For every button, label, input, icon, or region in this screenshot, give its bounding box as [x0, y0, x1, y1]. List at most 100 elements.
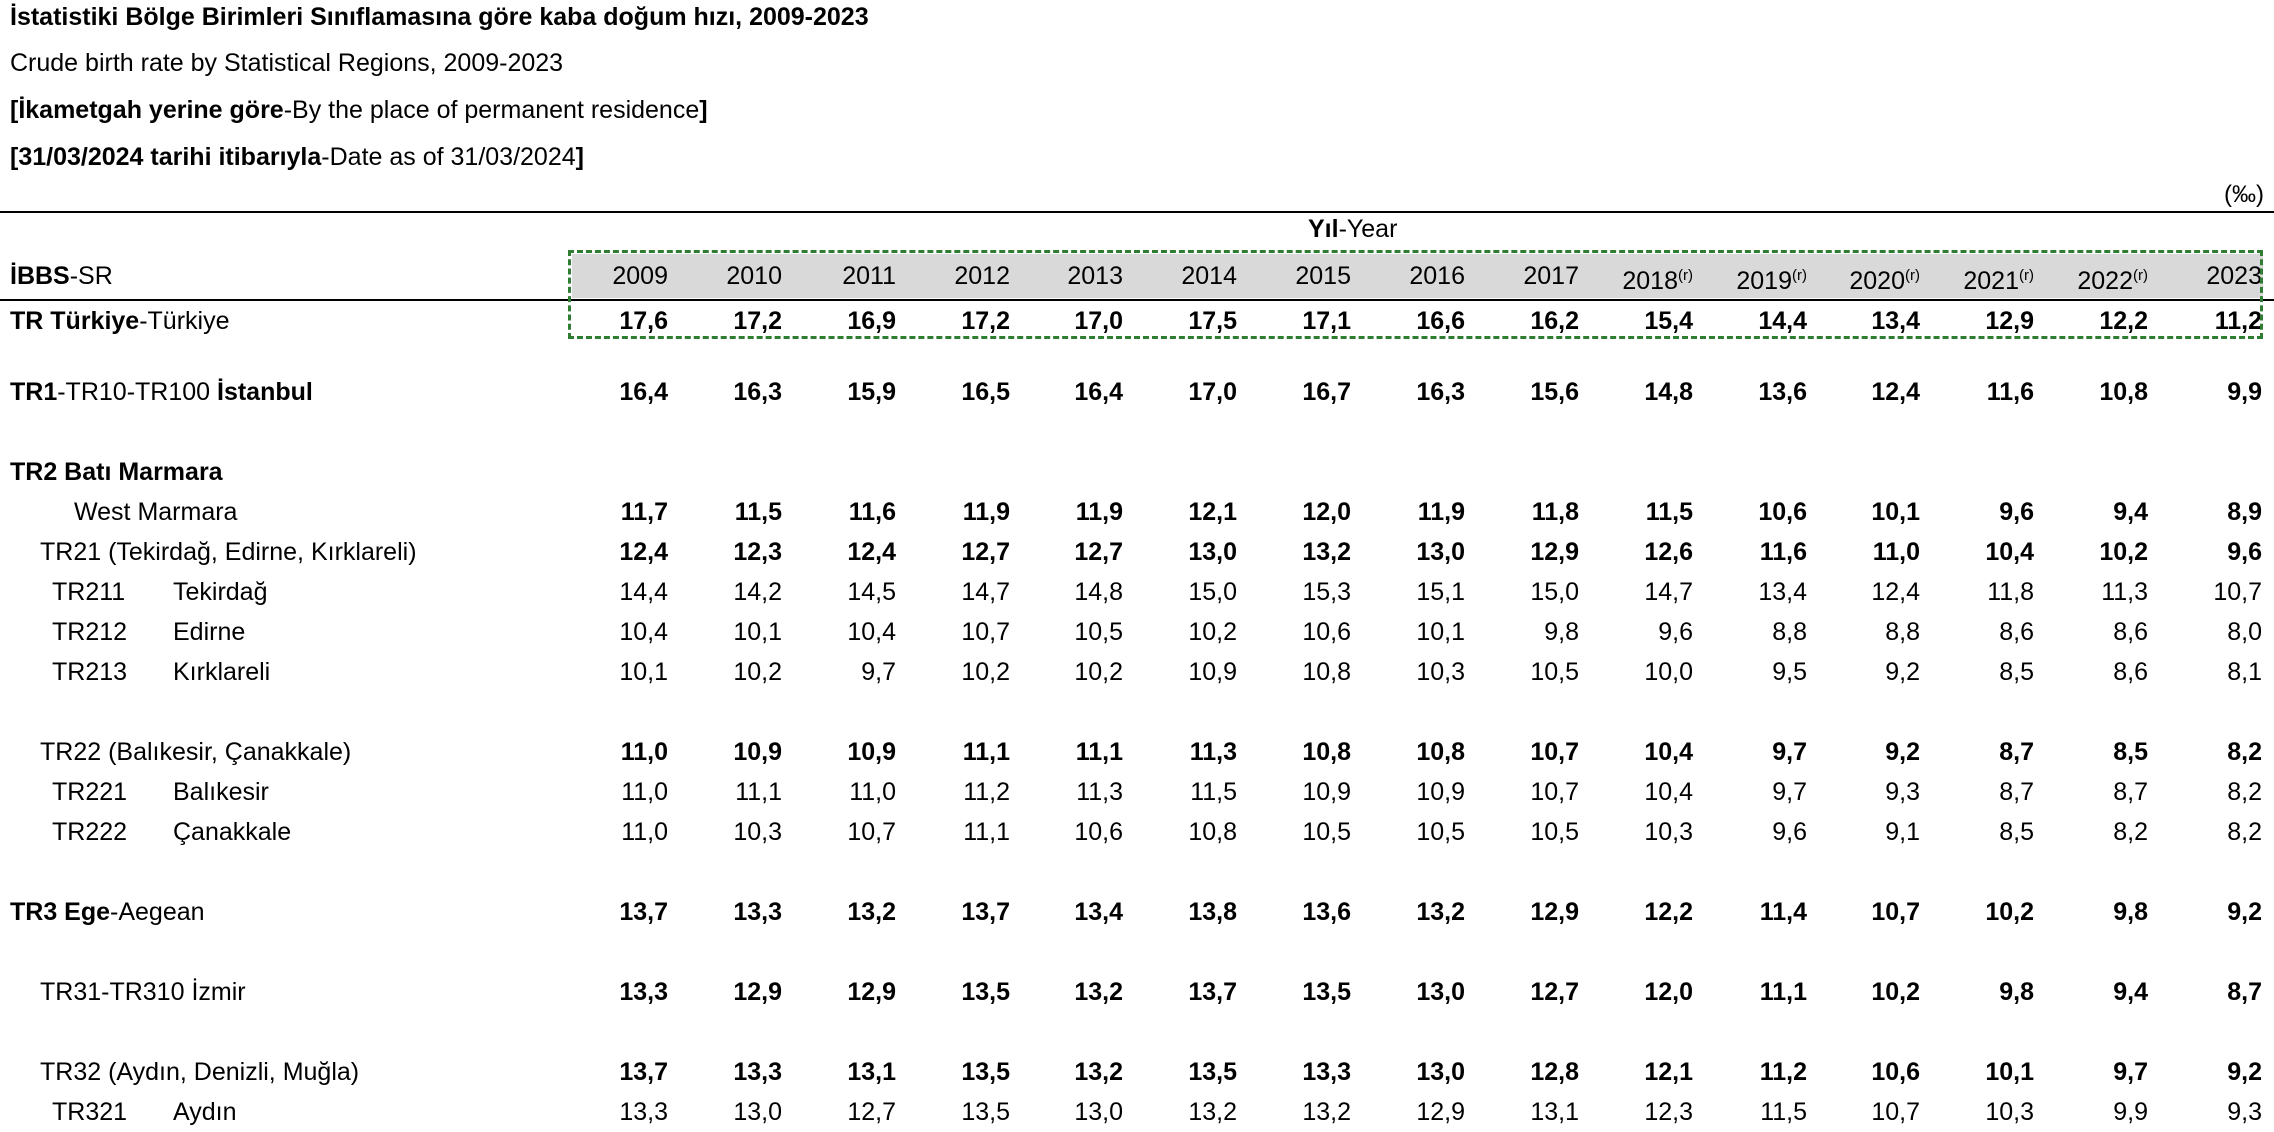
value-cell[interactable]: 15,0 — [1188, 578, 1237, 606]
value-cell[interactable]: 10,9 — [847, 738, 896, 766]
value-cell[interactable]: 13,0 — [733, 1098, 782, 1126]
value-cell[interactable]: 8,7 — [1999, 778, 2034, 806]
row-label[interactable]: TR321 Aydın — [52, 1092, 236, 1132]
value-cell[interactable]: 11,2 — [1759, 1058, 1807, 1086]
value-cell[interactable]: 13,3 — [1302, 1058, 1351, 1086]
value-cell[interactable]: 8,7 — [2113, 778, 2148, 806]
value-cell[interactable]: 11,6 — [1986, 378, 2034, 406]
row-label[interactable]: TR Türkiye-Türkiye — [10, 301, 230, 341]
value-cell[interactable]: 17,0 — [1074, 307, 1123, 335]
value-cell[interactable]: 10,2 — [2099, 538, 2148, 566]
value-cell[interactable]: 16,6 — [1416, 307, 1465, 335]
value-cell[interactable]: 10,1 — [733, 618, 782, 646]
row-label[interactable]: TR221 Balıkesir — [52, 772, 269, 812]
value-cell[interactable]: 13,3 — [733, 898, 782, 926]
value-cell[interactable]: 12,9 — [733, 978, 782, 1006]
value-cell[interactable]: 13,4 — [1758, 578, 1807, 606]
value-cell[interactable]: 16,2 — [1530, 307, 1579, 335]
row-label[interactable]: TR21 (Tekirdağ, Edirne, Kırklareli) — [40, 532, 417, 572]
value-cell[interactable]: 10,9 — [1188, 658, 1237, 686]
value-cell[interactable]: 12,4 — [1871, 578, 1920, 606]
value-cell[interactable]: 12,4 — [1871, 378, 1920, 406]
value-cell[interactable]: 14,4 — [619, 578, 668, 606]
value-cell[interactable]: 11,1 — [962, 738, 1010, 766]
value-cell[interactable]: 8,5 — [2113, 738, 2148, 766]
value-cell[interactable]: 9,6 — [1999, 498, 2034, 526]
value-cell[interactable]: 10,7 — [1871, 898, 1920, 926]
value-cell[interactable]: 9,3 — [1885, 778, 1920, 806]
value-cell[interactable]: 13,7 — [619, 1058, 668, 1086]
year-header-cell[interactable]: 2021(r) — [1934, 256, 2034, 301]
value-cell[interactable]: 10,8 — [2099, 378, 2148, 406]
value-cell[interactable]: 9,5 — [1772, 658, 1807, 686]
value-cell[interactable]: 10,6 — [1074, 818, 1123, 846]
value-cell[interactable]: 13,0 — [1074, 1098, 1123, 1126]
value-cell[interactable]: 12,9 — [1416, 1098, 1465, 1126]
value-cell[interactable]: 8,1 — [2227, 658, 2262, 686]
year-header-cell[interactable]: 2022(r) — [2048, 256, 2148, 301]
row-label[interactable]: TR211 Tekirdağ — [52, 572, 268, 612]
value-cell[interactable]: 10,7 — [961, 618, 1010, 646]
value-cell[interactable]: 11,4 — [1759, 898, 1807, 926]
value-cell[interactable]: 11,8 — [1987, 578, 2034, 606]
value-cell[interactable]: 11,6 — [848, 498, 896, 526]
value-cell[interactable]: 13,0 — [1416, 978, 1465, 1006]
value-cell[interactable]: 13,2 — [1302, 1098, 1351, 1126]
year-header-cell[interactable]: 2014 — [1137, 256, 1237, 296]
value-cell[interactable]: 10,8 — [1302, 658, 1351, 686]
value-cell[interactable]: 14,2 — [733, 578, 782, 606]
value-cell[interactable]: 16,7 — [1302, 378, 1351, 406]
year-header-cell[interactable]: 2019(r) — [1707, 256, 1807, 301]
value-cell[interactable]: 9,1 — [1885, 818, 1920, 846]
value-cell[interactable]: 12,2 — [2099, 307, 2148, 335]
value-cell[interactable]: 17,5 — [1188, 307, 1237, 335]
value-cell[interactable]: 13,2 — [1302, 538, 1351, 566]
value-cell[interactable]: 8,2 — [2227, 738, 2262, 766]
value-cell[interactable]: 9,9 — [2227, 378, 2262, 406]
value-cell[interactable]: 13,1 — [1530, 1098, 1579, 1126]
value-cell[interactable]: 8,2 — [2113, 818, 2148, 846]
value-cell[interactable]: 10,5 — [1530, 818, 1579, 846]
value-cell[interactable]: 8,6 — [1999, 618, 2034, 646]
row-label[interactable]: TR2 Batı Marmara — [10, 452, 223, 492]
value-cell[interactable]: 10,2 — [733, 658, 782, 686]
value-cell[interactable]: 17,6 — [619, 307, 668, 335]
value-cell[interactable]: 11,0 — [621, 818, 668, 846]
value-cell[interactable]: 12,6 — [1644, 538, 1693, 566]
value-cell[interactable]: 13,7 — [961, 898, 1010, 926]
value-cell[interactable]: 13,3 — [619, 978, 668, 1006]
value-cell[interactable]: 9,6 — [1772, 818, 1807, 846]
value-cell[interactable]: 16,4 — [1074, 378, 1123, 406]
value-cell[interactable]: 15,9 — [847, 378, 896, 406]
value-cell[interactable]: 13,5 — [961, 1058, 1010, 1086]
year-header-cell[interactable]: 2016 — [1365, 256, 1465, 296]
value-cell[interactable]: 16,3 — [1416, 378, 1465, 406]
value-cell[interactable]: 12,9 — [1530, 538, 1579, 566]
value-cell[interactable]: 10,3 — [1644, 818, 1693, 846]
value-cell[interactable]: 16,4 — [619, 378, 668, 406]
value-cell[interactable]: 9,7 — [1772, 778, 1807, 806]
value-cell[interactable]: 11,1 — [963, 818, 1010, 846]
value-cell[interactable]: 11,5 — [1190, 778, 1237, 806]
value-cell[interactable]: 9,2 — [1885, 738, 1920, 766]
value-cell[interactable]: 10,4 — [847, 618, 896, 646]
value-cell[interactable]: 13,2 — [1074, 978, 1123, 1006]
value-cell[interactable]: 11,5 — [734, 498, 782, 526]
value-cell[interactable]: 15,4 — [1644, 307, 1693, 335]
value-cell[interactable]: 11,9 — [962, 498, 1010, 526]
value-cell[interactable]: 11,9 — [1075, 498, 1123, 526]
value-cell[interactable]: 10,6 — [1871, 1058, 1920, 1086]
value-cell[interactable]: 8,8 — [1772, 618, 1807, 646]
value-cell[interactable]: 10,2 — [961, 658, 1010, 686]
value-cell[interactable]: 17,0 — [1188, 378, 1237, 406]
value-cell[interactable]: 13,7 — [619, 898, 668, 926]
value-cell[interactable]: 12,9 — [1530, 898, 1579, 926]
row-label[interactable]: TR3 Ege-Aegean — [10, 892, 205, 932]
value-cell[interactable]: 9,2 — [1885, 658, 1920, 686]
value-cell[interactable]: 15,3 — [1302, 578, 1351, 606]
value-cell[interactable]: 10,9 — [1416, 778, 1465, 806]
value-cell[interactable]: 11,2 — [963, 778, 1010, 806]
year-header-cell[interactable]: 2012 — [910, 256, 1010, 296]
value-cell[interactable]: 10,5 — [1074, 618, 1123, 646]
value-cell[interactable]: 11,1 — [1075, 738, 1123, 766]
